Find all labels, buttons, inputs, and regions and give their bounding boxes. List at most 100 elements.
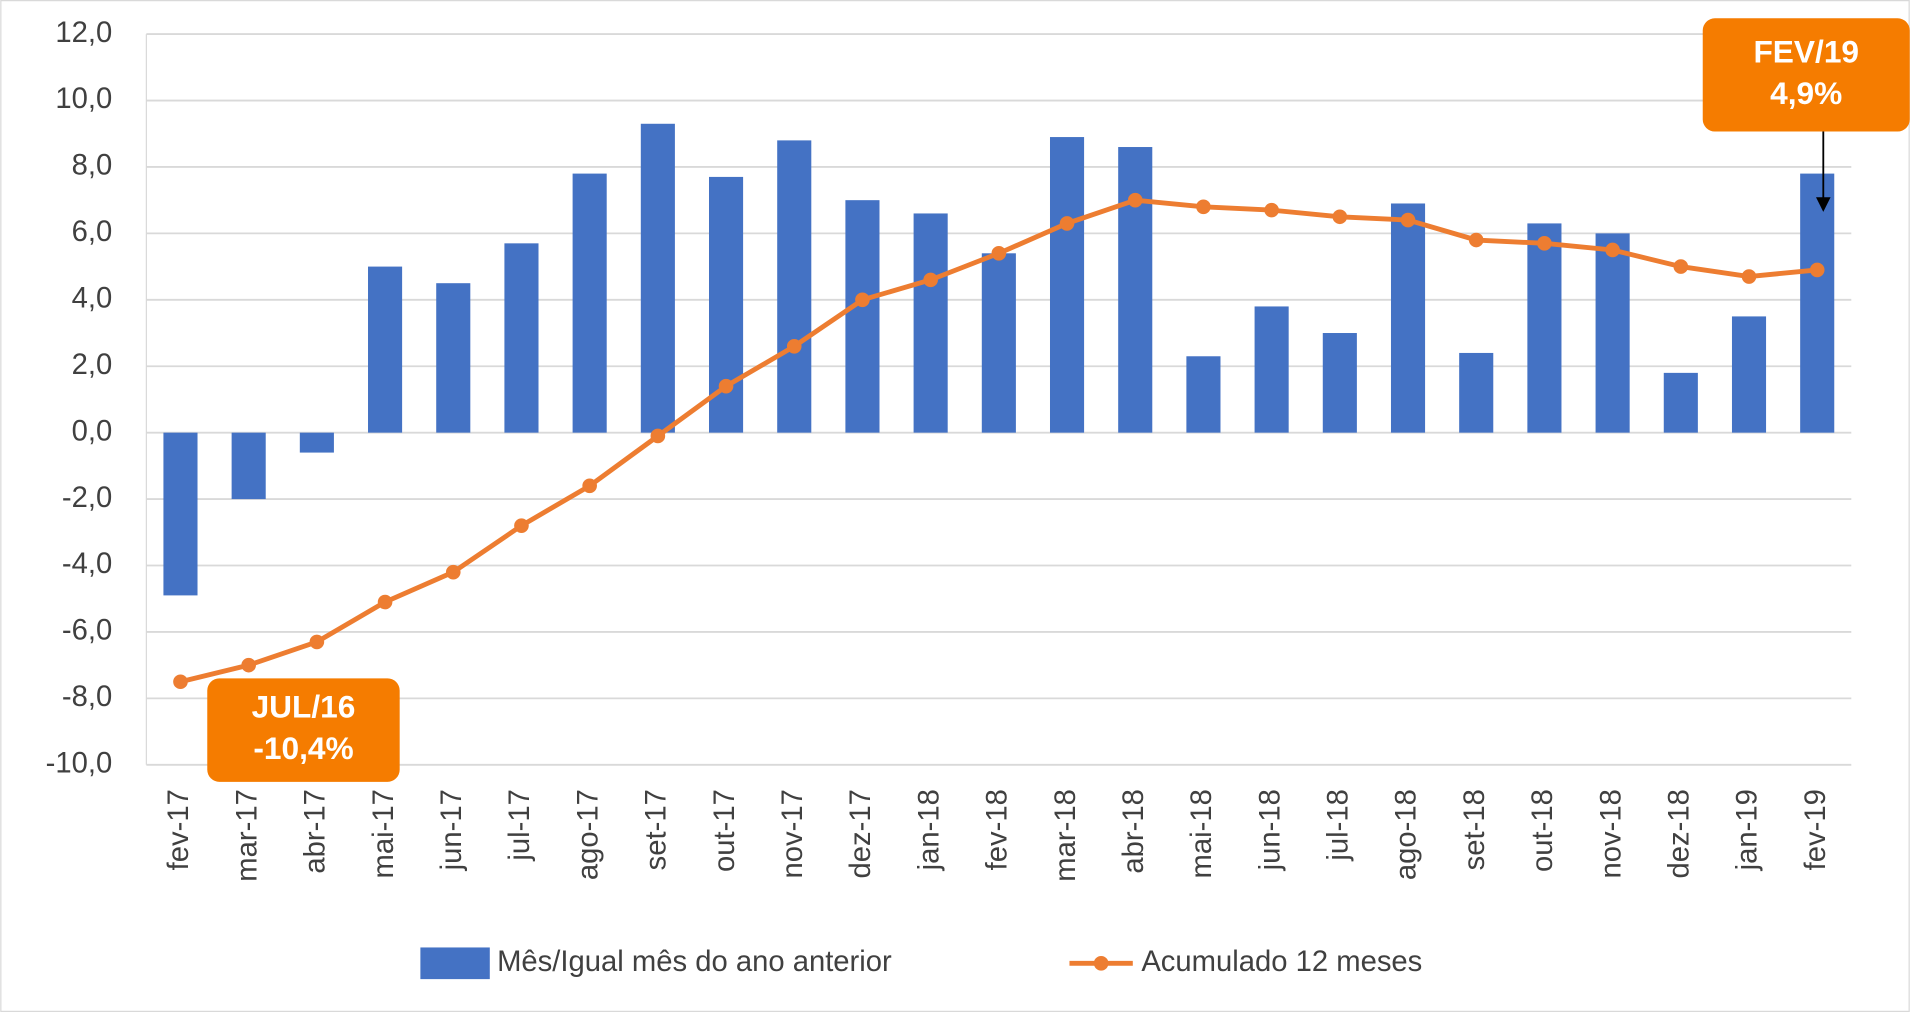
annotation-text: JUL/16 [252, 689, 356, 725]
annotation-text: -10,4% [253, 730, 353, 766]
line-point [241, 657, 256, 673]
y-tick-label: 10,0 [55, 83, 112, 115]
x-tick-label: out-18 [1527, 789, 1559, 872]
bar [1663, 372, 1698, 433]
x-tick-label: jul-17 [504, 789, 536, 861]
bar [981, 253, 1016, 433]
bar [368, 266, 403, 433]
bar [231, 432, 266, 500]
line-point [1400, 212, 1416, 228]
line-point [1673, 259, 1689, 274]
annotation-box [207, 678, 400, 782]
x-tick-label: nov-17 [777, 789, 809, 878]
y-tick-label: -2,0 [62, 482, 112, 514]
line-point [923, 272, 938, 288]
bar [299, 432, 334, 453]
annotation-text: FEV/19 [1753, 34, 1859, 70]
bar [845, 200, 880, 433]
marks [163, 123, 1835, 690]
x-tick-label: fev-18 [982, 789, 1014, 870]
x-tick-label: ago-18 [1391, 789, 1423, 880]
x-tick-label: abr-18 [1118, 789, 1150, 873]
y-tick-label: -4,0 [62, 548, 112, 580]
grid: -10,0 -8,0 -6,0 -4,0 -2,0 0,0 2,0 4,0 6,0 8,0 10,0… [46, 17, 1852, 882]
bar [640, 123, 675, 433]
line-point [1264, 202, 1279, 218]
line-point [1809, 262, 1825, 278]
y-tick-label: 2,0 [72, 349, 113, 381]
line-point [1468, 232, 1484, 248]
bar [1527, 223, 1562, 433]
legend-swatch-dot [1093, 955, 1109, 971]
x-tick-label: mai-18 [1186, 789, 1218, 878]
y-tick-label: -6,0 [62, 615, 112, 647]
line-point [582, 478, 597, 494]
x-tick-label: set-18 [1459, 789, 1491, 870]
line-point [786, 338, 802, 354]
bar [1254, 306, 1289, 433]
x-tick-label: jun-17 [436, 789, 468, 871]
line-point [1741, 269, 1757, 284]
legend-label: Mês/Igual mês do ano anterior [497, 946, 892, 978]
x-tick-label: mar-17 [231, 789, 263, 882]
x-tick-label: nov-18 [1595, 789, 1627, 878]
bar [436, 283, 471, 433]
bar [1595, 233, 1630, 433]
line-point [1127, 192, 1143, 208]
bar [572, 173, 607, 433]
x-tick-label: ago-17 [572, 789, 604, 880]
x-tick-label: abr-17 [300, 789, 332, 873]
y-tick-label: 6,0 [72, 216, 113, 248]
line-point [650, 428, 666, 444]
line-point [445, 564, 461, 580]
x-tick-label: fev-17 [163, 789, 195, 870]
bar [1322, 333, 1357, 433]
bar [1390, 203, 1426, 433]
line-point [991, 245, 1007, 261]
line-point [1332, 209, 1348, 225]
bar [777, 140, 812, 433]
line-point [514, 518, 529, 533]
annotation-box [1702, 18, 1910, 132]
line-point [718, 378, 734, 394]
y-tick-label: 4,0 [72, 283, 113, 315]
line-point [1059, 216, 1075, 231]
x-tick-label: fev-19 [1800, 789, 1832, 870]
annotation-arrowhead [1815, 197, 1831, 212]
line-point [1605, 242, 1620, 258]
line-point [173, 674, 188, 690]
bar [1049, 137, 1085, 433]
y-tick-label: -8,0 [62, 681, 112, 713]
annotation-text: 4,9% [1770, 75, 1842, 111]
x-tick-label: jun-18 [1254, 789, 1286, 871]
y-tick-label: -10,0 [46, 748, 113, 780]
x-tick-label: dez-17 [845, 789, 877, 878]
line-point [1537, 236, 1552, 251]
y-tick-label: 8,0 [72, 150, 113, 182]
line-point [1196, 199, 1211, 215]
bar [1800, 173, 1835, 433]
x-tick-label: mai-17 [368, 789, 400, 878]
bar [1186, 356, 1221, 433]
legend-label: Acumulado 12 meses [1141, 946, 1422, 978]
x-tick-label: set-17 [641, 789, 673, 870]
x-tick-label: jul-18 [1323, 789, 1355, 861]
annotations: JUL/16 -10,4% FEV/19 4,9% [207, 18, 1910, 782]
line-point [309, 634, 325, 650]
line-point [855, 292, 870, 308]
bar [1731, 316, 1767, 433]
bar [504, 243, 539, 433]
y-tick-label: 12,0 [55, 17, 112, 49]
x-tick-label: mar-18 [1050, 789, 1082, 882]
line-point [377, 594, 393, 610]
x-tick-label: jan-19 [1732, 789, 1764, 871]
bar [163, 432, 198, 596]
x-tick-label: out-17 [709, 789, 741, 872]
x-tick-label: jan-18 [913, 789, 945, 871]
bar [1459, 352, 1494, 433]
legend-swatch [420, 947, 490, 980]
bar [1118, 147, 1153, 433]
y-tick-label: 0,0 [72, 415, 113, 447]
